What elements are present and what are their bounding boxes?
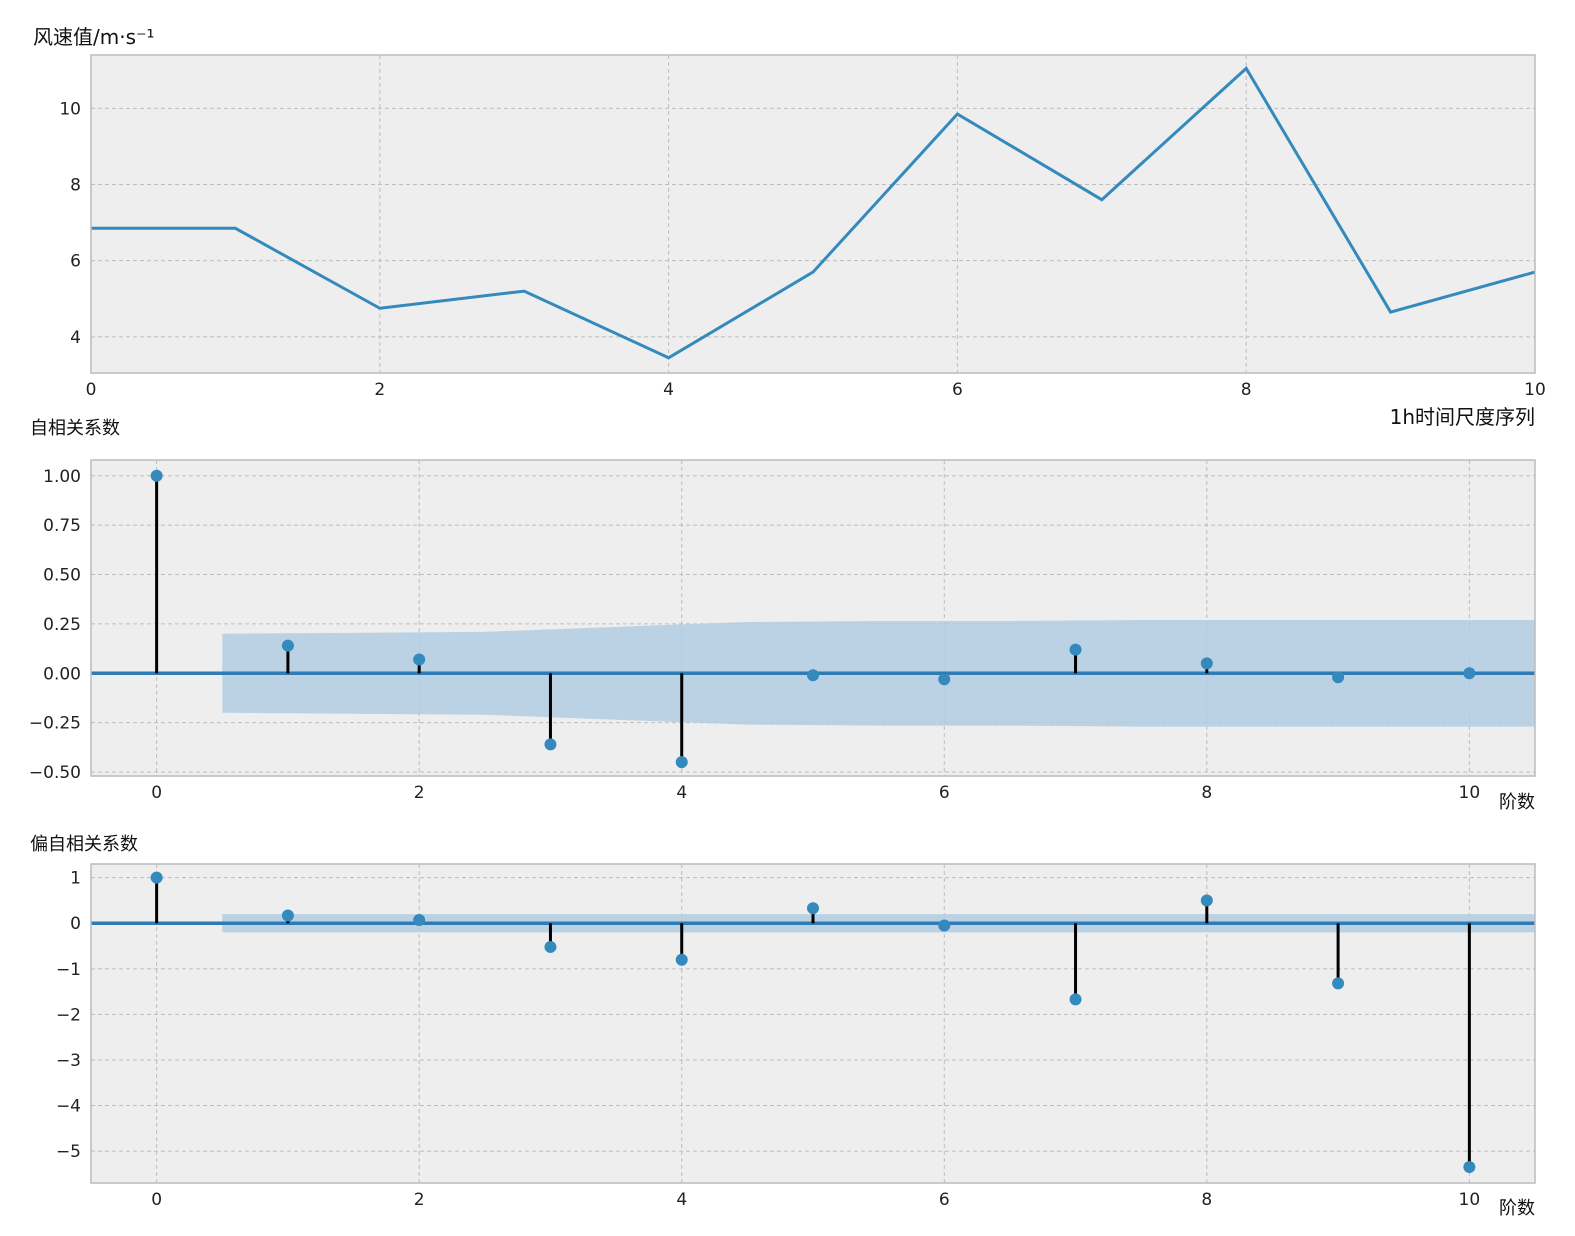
stem-marker [938,919,951,932]
x-tick-label: 10 [1524,380,1546,400]
y-axis-title: 自相关系数 [30,418,120,439]
y-tick-label: 4 [70,328,81,348]
y-tick-label: 0 [70,914,81,934]
stem-marker [1069,993,1082,1006]
x-axis-title: 1h时间尺度序列 [1390,405,1535,429]
stem-marker [413,653,426,666]
y-tick-label: 1.00 [43,467,81,487]
y-tick-label: 10 [59,99,81,119]
y-tick-label: 8 [70,175,81,195]
x-tick-label: 2 [374,380,385,400]
stem-marker [413,914,426,927]
stem-marker [281,909,294,922]
y-tick-label: 1 [70,869,81,889]
y-tick-label: 0.50 [43,566,81,586]
y-tick-label: −4 [56,1097,81,1117]
plot-frame [90,863,1536,1184]
y-tick-label: 0.25 [43,615,81,635]
panel-2: 0 2 4 6 8 10 1.00 0.75 0.50 0.25 0.00 −0.25 −0.50 自相关… [29,418,1536,813]
y-tick-label: −0.25 [29,714,81,734]
x-tick-label: 8 [1201,1190,1212,1210]
x-tick-label: 0 [151,783,162,803]
stem-marker [675,756,688,769]
x-tick-label: 10 [1459,783,1481,803]
x-axis-title: 阶数 [1499,792,1535,813]
stem-marker [938,673,951,686]
stem-marker [150,871,163,884]
y-tick-label: −0.50 [29,763,81,783]
plot-area [91,55,1535,373]
stem-marker [1069,643,1082,656]
x-tick-label: 4 [676,1190,687,1210]
stem-marker [1332,671,1345,684]
plot-frame [90,54,1536,374]
x-tick-label: 2 [414,1190,425,1210]
stem-marker [807,902,819,915]
stem-marker [1200,657,1213,670]
stem-marker [281,639,294,652]
x-tick-label: 4 [663,380,674,400]
x-tick-label: 0 [86,380,97,400]
panel-1: 0 2 4 6 8 10 4 6 8 10 风速值/m·s⁻¹ 1h时间尺度序列 [33,25,1546,429]
y-tick-label: −1 [56,960,81,980]
plot-frame [90,459,1536,777]
y-tick-label: −3 [56,1051,81,1071]
x-tick-label: 0 [151,1190,162,1210]
x-tick-label: 4 [676,783,687,803]
x-tick-label: 2 [414,783,425,803]
stem-marker [544,940,557,953]
plot-area [91,460,1535,776]
y-tick-label: 0.75 [43,516,81,536]
x-tick-label: 8 [1201,783,1212,803]
y-tick-label: −5 [56,1142,81,1162]
stem-marker [150,469,163,482]
x-tick-label: 6 [939,783,950,803]
y-tick-label: 0.00 [43,664,81,684]
stem-marker [807,669,819,682]
x-tick-label: 8 [1241,380,1252,400]
stem-marker [1463,667,1476,680]
stem-marker [1200,894,1213,907]
y-tick-label: 6 [70,252,81,272]
y-axis-title: 风速值/m·s⁻¹ [33,25,155,49]
x-axis-title: 阶数 [1499,1198,1535,1219]
stem-marker [544,738,557,751]
stem-marker [1332,977,1345,990]
stem-marker [675,953,688,966]
y-axis-title: 偏自相关系数 [30,834,138,855]
x-tick-label: 6 [952,380,963,400]
x-tick-label: 10 [1459,1190,1481,1210]
x-tick-label: 6 [939,1190,950,1210]
y-tick-label: −2 [56,1005,81,1025]
stem-marker [1463,1161,1476,1174]
